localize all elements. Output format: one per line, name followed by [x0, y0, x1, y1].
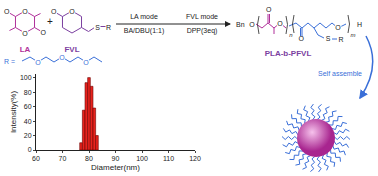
svg-text:R =: R = [4, 58, 15, 65]
svg-text:R: R [106, 24, 111, 31]
svg-text:O: O [249, 21, 255, 28]
svg-text:80: 80 [24, 89, 32, 96]
svg-text:R: R [338, 36, 343, 43]
svg-text:20: 20 [24, 132, 32, 139]
svg-text:DPP(3eq): DPP(3eq) [187, 27, 218, 35]
svg-text:0: 0 [28, 146, 32, 153]
svg-text:O: O [22, 30, 28, 37]
svg-text:O: O [35, 59, 41, 66]
svg-text:m: m [351, 32, 356, 38]
svg-text:60: 60 [32, 155, 40, 162]
svg-text:O: O [4, 8, 10, 15]
svg-text:O: O [69, 8, 75, 15]
svg-text:FVL mode: FVL mode [186, 13, 218, 20]
svg-text:S: S [95, 24, 100, 31]
svg-text:S: S [326, 35, 331, 42]
svg-text:LA mode: LA mode [130, 13, 158, 20]
svg-text:O: O [266, 6, 272, 13]
svg-text:BA/DBU(1:1): BA/DBU(1:1) [124, 27, 164, 35]
svg-text:O: O [51, 8, 57, 15]
svg-text:O: O [277, 20, 283, 27]
svg-text:90: 90 [112, 155, 120, 162]
svg-text:O: O [299, 35, 305, 42]
svg-text:60: 60 [24, 103, 32, 110]
svg-text:FVL: FVL [64, 45, 79, 54]
svg-text:100: 100 [20, 74, 32, 81]
svg-text:Bn: Bn [236, 21, 245, 28]
svg-text:O: O [22, 8, 28, 15]
svg-text:40: 40 [24, 118, 32, 125]
svg-text:O: O [40, 29, 46, 36]
svg-text:Self assemble: Self assemble [318, 70, 362, 77]
svg-text:LA: LA [20, 45, 31, 54]
svg-text:O: O [59, 54, 65, 61]
svg-text:O: O [335, 24, 341, 31]
svg-text:70: 70 [59, 155, 67, 162]
svg-text:110: 110 [163, 155, 174, 162]
svg-text:Intensity(%): Intensity(%) [9, 91, 18, 134]
svg-text:Diameter(nm): Diameter(nm) [91, 163, 140, 172]
svg-text:PLA-b-PFVL: PLA-b-PFVL [265, 49, 312, 58]
svg-text:+: + [47, 16, 53, 27]
svg-text:120: 120 [189, 155, 201, 162]
svg-text:100: 100 [136, 155, 148, 162]
svg-text:n: n [289, 32, 293, 38]
svg-text:80: 80 [85, 155, 93, 162]
svg-text:H: H [357, 21, 362, 28]
svg-text:O: O [83, 59, 89, 66]
